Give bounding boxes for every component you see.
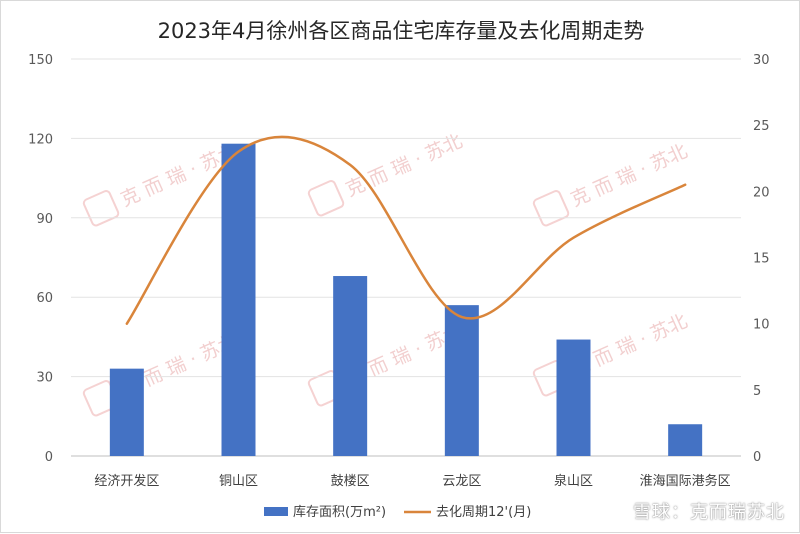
watermark-logo: 克 而 瑞 · 苏北	[308, 126, 467, 217]
right-tick-label: 25	[753, 119, 770, 134]
category-label: 云龙区	[442, 474, 481, 489]
watermark-layer: 克 而 瑞 · 苏北克 而 瑞 · 苏北克 而 瑞 · 苏北克 而 瑞 · 苏北…	[83, 126, 692, 417]
bar	[445, 305, 479, 456]
legend-label-line: 去化周期12'(月)	[436, 505, 531, 520]
gridlines	[71, 59, 741, 456]
bar	[557, 340, 591, 456]
watermark-logo: 克 而 瑞 · 苏北	[533, 306, 692, 397]
left-axis: 0 30 60 90 120 150	[28, 53, 53, 465]
bar	[110, 369, 144, 456]
right-tick-label: 30	[753, 53, 770, 68]
right-tick-label: 15	[753, 252, 770, 267]
left-tick-label: 30	[36, 371, 53, 386]
left-tick-label: 120	[28, 132, 53, 147]
watermark-text: 克 而 瑞 · 苏北	[567, 140, 690, 211]
left-tick-label: 90	[36, 212, 53, 227]
left-tick-label: 60	[36, 291, 53, 306]
watermark-text: 克 而 瑞 · 苏北	[342, 130, 465, 201]
right-axis: 0 5 10 15 20 25 30	[753, 53, 770, 465]
right-tick-label: 0	[753, 450, 761, 465]
footer-watermark: 雪球：克而瑞苏北	[633, 498, 785, 524]
right-tick-label: 20	[753, 185, 770, 200]
left-tick-label: 150	[28, 53, 53, 68]
category-label: 铜山区	[219, 474, 258, 489]
watermark-logo: 克 而 瑞 · 苏北	[83, 136, 242, 227]
bar	[668, 424, 702, 456]
bar	[222, 144, 256, 456]
right-tick-label: 10	[753, 318, 770, 333]
legend: 库存面积(万m²) 去化周期12'(月)	[264, 504, 531, 520]
legend-label-bar: 库存面积(万m²)	[293, 504, 386, 520]
watermark-logo: 克 而 瑞 · 苏北	[533, 136, 692, 227]
watermark-logo: 克 而 瑞 · 苏北	[83, 326, 242, 417]
bar	[333, 276, 367, 456]
left-tick-label: 0	[45, 450, 53, 465]
category-label: 泉山区	[554, 473, 593, 489]
x-axis-categories: 经济开发区 铜山区 鼓楼区 云龙区 泉山区 淮海国际港务区	[94, 473, 730, 489]
category-label: 淮海国际港务区	[640, 473, 731, 489]
category-label: 经济开发区	[94, 473, 159, 489]
category-label: 鼓楼区	[331, 474, 370, 489]
right-tick-label: 5	[753, 384, 761, 399]
watermark-logo: 克 而 瑞 · 苏北	[308, 316, 467, 407]
legend-swatch-bar	[264, 507, 288, 516]
